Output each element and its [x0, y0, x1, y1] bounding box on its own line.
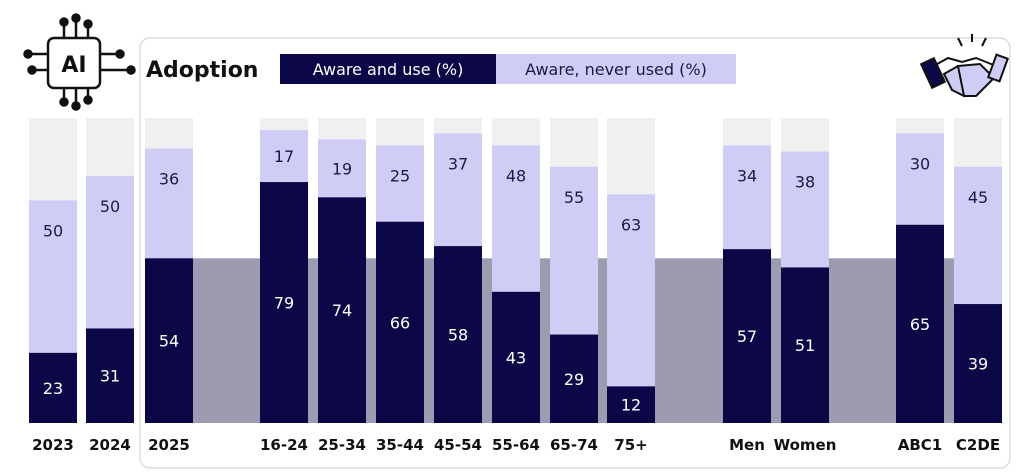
value-label-use-2024: 31	[100, 367, 120, 386]
bar-aware-use-75-	[607, 386, 655, 423]
value-label-never-75-: 63	[621, 215, 641, 234]
value-label-never-c2de: 45	[968, 188, 988, 207]
value-label-never-men: 34	[737, 166, 757, 185]
value-label-use-25-34: 74	[332, 301, 352, 320]
bar-remainder-65-74	[550, 118, 598, 167]
bar-never-used-2023	[29, 200, 77, 353]
chart-title: Adoption	[146, 58, 258, 83]
value-label-use-c2de: 39	[968, 355, 988, 374]
bar-never-used-men	[723, 145, 771, 250]
value-label-never-55-64: 48	[506, 166, 526, 185]
value-label-never-abc1: 30	[910, 154, 930, 173]
bar-aware-use-55-64	[492, 291, 540, 423]
bar-remainder-55-64	[492, 118, 540, 146]
category-label-2025: 2025	[148, 436, 190, 454]
bar-remainder-75-	[607, 118, 655, 195]
bar-never-used-65-74	[550, 166, 598, 335]
bar-aware-use-2023	[29, 352, 77, 423]
bar-never-used-16-24	[260, 130, 308, 183]
category-label-women: Women	[774, 436, 837, 454]
category-label-55-64: 55-64	[492, 436, 540, 454]
category-label-2023: 2023	[32, 436, 74, 454]
category-label-75-: 75+	[614, 436, 647, 454]
legend-label-never: Aware, never used (%)	[525, 60, 707, 79]
bar-aware-use-abc1	[896, 224, 944, 423]
category-label-2024: 2024	[89, 436, 131, 454]
bar-never-used-55-64	[492, 145, 540, 292]
bar-remainder-25-34	[318, 118, 366, 140]
handshake-icon	[919, 34, 1010, 98]
bar-never-used-75-	[607, 194, 655, 387]
bar-aware-use-women	[781, 267, 829, 423]
value-label-never-16-24: 17	[274, 147, 294, 166]
bar-aware-use-35-44	[376, 221, 424, 423]
bar-aware-use-16-24	[260, 182, 308, 423]
bar-remainder-abc1	[896, 118, 944, 134]
category-label-c2de: C2DE	[956, 436, 1000, 454]
comparison-frame	[139, 37, 1011, 469]
value-label-use-75-: 12	[621, 396, 641, 415]
value-label-never-2023: 50	[43, 221, 63, 240]
category-label-men: Men	[729, 436, 765, 454]
legend: Aware and use (%) Aware, never used (%)	[280, 54, 736, 84]
bar-never-used-abc1	[896, 133, 944, 225]
legend-swatch-never	[496, 54, 736, 84]
value-label-never-65-74: 55	[564, 188, 584, 207]
value-label-never-2025: 36	[159, 170, 179, 189]
bar-remainder-2023	[29, 118, 77, 201]
value-label-never-2024: 50	[100, 197, 120, 216]
category-label-65-74: 65-74	[550, 436, 598, 454]
bar-never-used-c2de	[954, 166, 1002, 305]
bar-aware-use-25-34	[318, 197, 366, 423]
bar-remainder-men	[723, 118, 771, 146]
category-label-16-24: 16-24	[260, 436, 308, 454]
bar-aware-use-45-54	[434, 246, 482, 423]
bar-aware-use-men	[723, 249, 771, 423]
bar-never-used-35-44	[376, 145, 424, 222]
value-label-use-men: 57	[737, 327, 757, 346]
bar-remainder-45-54	[434, 118, 482, 134]
category-label-45-54: 45-54	[434, 436, 482, 454]
bar-aware-use-2025	[145, 258, 193, 423]
value-label-use-2025: 54	[159, 332, 179, 351]
ai-chip-icon	[23, 13, 136, 111]
bar-never-used-women	[781, 151, 829, 268]
value-label-use-65-74: 29	[564, 370, 584, 389]
value-label-use-16-24: 79	[274, 294, 294, 313]
bar-remainder-35-44	[376, 118, 424, 146]
bar-remainder-2025	[145, 118, 193, 149]
bar-aware-use-2024	[86, 328, 134, 423]
bar-never-used-45-54	[434, 133, 482, 247]
value-label-never-women: 38	[795, 173, 815, 192]
bar-never-used-2025	[145, 148, 193, 259]
category-label-35-44: 35-44	[376, 436, 424, 454]
bar-never-used-25-34	[318, 139, 366, 198]
bar-remainder-2024	[86, 118, 134, 176]
value-label-use-abc1: 65	[910, 315, 930, 334]
bar-aware-use-65-74	[550, 334, 598, 423]
value-label-never-45-54: 37	[448, 154, 468, 173]
bar-remainder-16-24	[260, 118, 308, 131]
category-label-abc1: ABC1	[898, 436, 943, 454]
bar-aware-use-c2de	[954, 304, 1002, 423]
bar-remainder-c2de	[954, 118, 1002, 167]
value-label-use-45-54: 58	[448, 326, 468, 345]
category-label-25-34: 25-34	[318, 436, 366, 454]
ai-chip-label: AI	[61, 53, 86, 78]
value-label-use-2023: 23	[43, 379, 63, 398]
bar-remainder-women	[781, 118, 829, 152]
value-label-use-35-44: 66	[390, 313, 410, 332]
bar-never-used-2024	[86, 175, 134, 329]
legend-swatch-use	[280, 54, 496, 84]
value-label-use-55-64: 43	[506, 348, 526, 367]
legend-label-use: Aware and use (%)	[313, 60, 464, 79]
value-label-never-25-34: 19	[332, 159, 352, 178]
value-label-never-35-44: 25	[390, 166, 410, 185]
value-label-use-women: 51	[795, 336, 815, 355]
